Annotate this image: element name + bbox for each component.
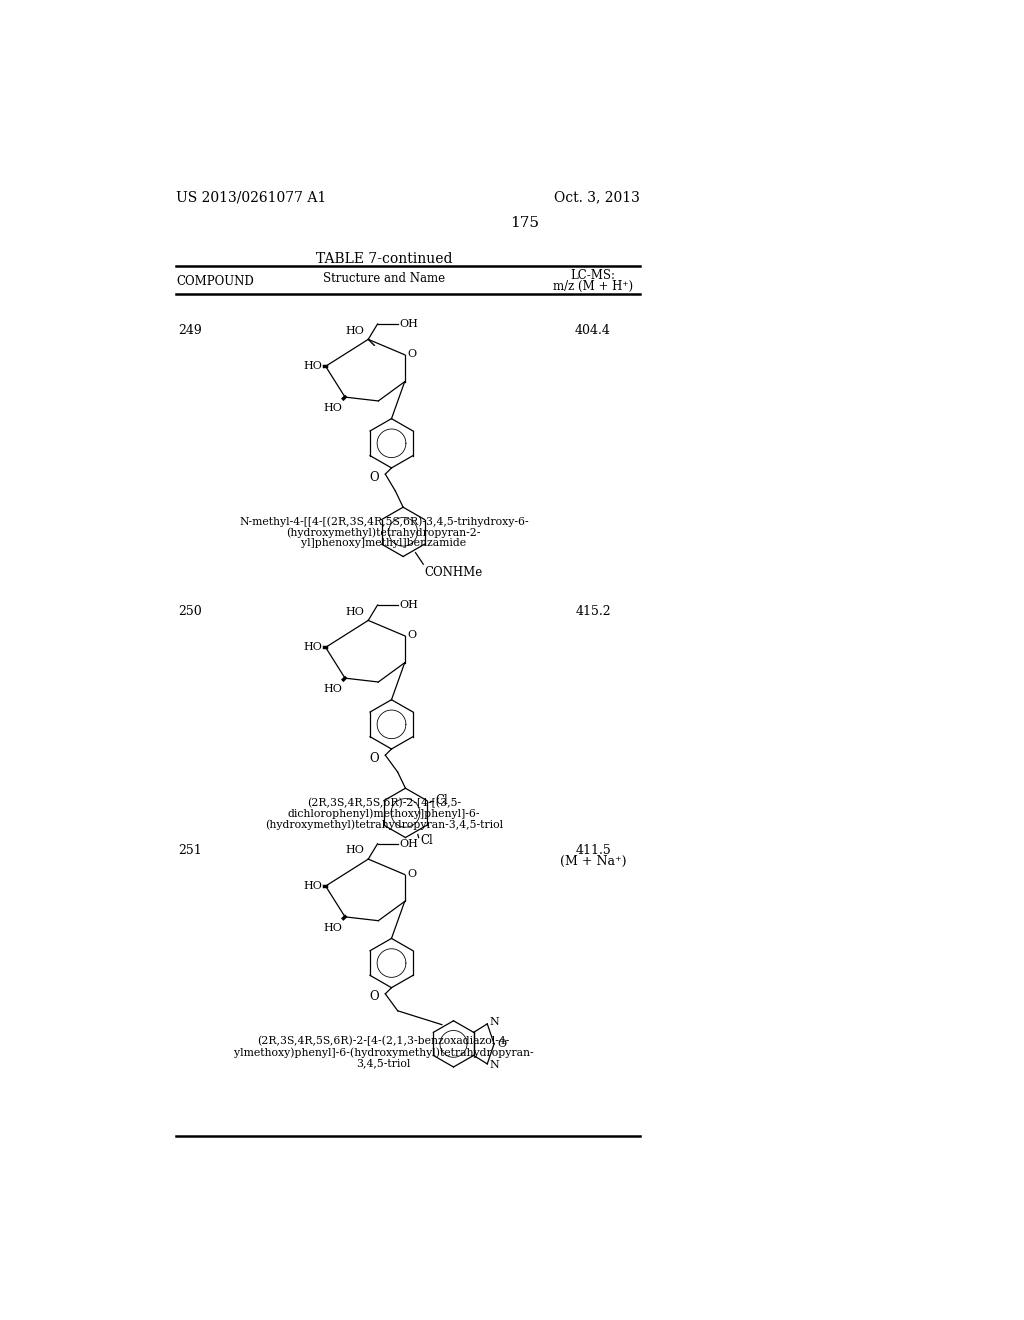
Text: OH: OH [399, 601, 418, 610]
Text: HO: HO [304, 643, 323, 652]
Text: US 2013/0261077 A1: US 2013/0261077 A1 [176, 190, 327, 205]
Text: (2R,3S,4R,5S,6R)-2-[4-[(3,5-: (2R,3S,4R,5S,6R)-2-[4-[(3,5- [306, 797, 461, 808]
Text: COMPOUND: COMPOUND [176, 276, 254, 289]
Text: Oct. 3, 2013: Oct. 3, 2013 [554, 190, 640, 205]
Text: 175: 175 [510, 216, 540, 230]
Text: 404.4: 404.4 [575, 323, 611, 337]
Text: ylmethoxy)phenyl]-6-(hydroxymethyl)tetrahydropyran-: ylmethoxy)phenyl]-6-(hydroxymethyl)tetra… [233, 1047, 534, 1057]
Text: O: O [408, 630, 417, 640]
Text: 249: 249 [178, 323, 202, 337]
Text: HO: HO [304, 362, 323, 371]
Text: HO: HO [345, 326, 365, 335]
Text: HO: HO [345, 607, 365, 616]
Text: O: O [498, 1039, 506, 1049]
Text: HO: HO [323, 684, 342, 694]
Text: O: O [370, 990, 379, 1003]
Text: N: N [489, 1018, 500, 1027]
Text: 415.2: 415.2 [575, 605, 610, 618]
Text: O: O [370, 471, 379, 483]
Text: (hydroxymethyl)tetrahydropyran-2-: (hydroxymethyl)tetrahydropyran-2- [287, 527, 481, 537]
Text: TABLE 7-continued: TABLE 7-continued [315, 252, 452, 267]
Text: Structure and Name: Structure and Name [323, 272, 444, 285]
Text: 250: 250 [178, 605, 202, 618]
Text: 3,4,5-triol: 3,4,5-triol [356, 1057, 411, 1068]
Text: O: O [370, 751, 379, 764]
Text: HO: HO [323, 404, 342, 413]
Text: HO: HO [304, 880, 323, 891]
Text: O: O [408, 869, 417, 879]
Text: yl]phenoxy]methyl]benzamide: yl]phenoxy]methyl]benzamide [301, 539, 466, 548]
Text: N: N [489, 1060, 500, 1071]
Text: Cl: Cl [420, 834, 433, 847]
Text: LC-MS:: LC-MS: [570, 269, 615, 282]
Text: Cl: Cl [435, 795, 447, 807]
Text: m/z (M + H⁺): m/z (M + H⁺) [553, 280, 633, 293]
Text: (M + Na⁺): (M + Na⁺) [560, 854, 627, 867]
Text: OH: OH [399, 319, 418, 329]
Text: OH: OH [399, 838, 418, 849]
Text: dichlorophenyl)methoxy]phenyl]-6-: dichlorophenyl)methoxy]phenyl]-6- [288, 808, 480, 818]
Text: CONHMe: CONHMe [425, 566, 483, 578]
Text: O: O [408, 348, 417, 359]
Text: 411.5: 411.5 [575, 843, 611, 857]
Text: (2R,3S,4R,5S,6R)-2-[4-(2,1,3-benzoxadiazol-4-: (2R,3S,4R,5S,6R)-2-[4-(2,1,3-benzoxadiaz… [258, 1036, 510, 1047]
Text: (hydroxymethyl)tetrahydropyran-3,4,5-triol: (hydroxymethyl)tetrahydropyran-3,4,5-tri… [264, 818, 503, 830]
Text: HO: HO [323, 923, 342, 933]
Text: N-methyl-4-[[4-[(2R,3S,4R,5S,6R)-3,4,5-trihydroxy-6-: N-methyl-4-[[4-[(2R,3S,4R,5S,6R)-3,4,5-t… [239, 516, 528, 527]
Text: 251: 251 [178, 843, 202, 857]
Text: HO: HO [345, 845, 365, 855]
